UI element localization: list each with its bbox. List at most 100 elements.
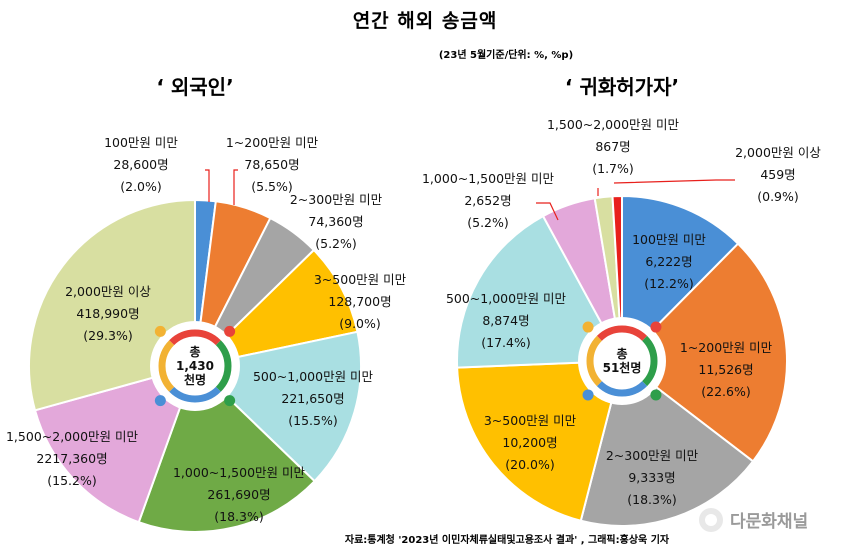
data-label: 2,000만원 이상 418,990명 (29.3%) — [65, 284, 151, 343]
data-label-line: 261,690명 — [207, 487, 270, 502]
center-ring-dot — [582, 389, 594, 401]
data-label-line: 28,600명 — [113, 157, 168, 172]
data-label-line: (18.3%) — [214, 509, 263, 524]
logo-core — [705, 514, 717, 526]
center-ring-dot — [650, 321, 662, 333]
logo-icon — [699, 508, 723, 532]
pie-slice — [621, 194, 740, 364]
leader-line — [536, 202, 559, 221]
center-ring-arc — [158, 340, 175, 392]
data-label-line: 459명 — [760, 167, 795, 182]
data-label-line: 1~200만원 미만 — [226, 135, 319, 150]
data-label-line: 2~300만원 미만 — [290, 192, 383, 207]
pie-slice — [456, 214, 624, 369]
data-label-line: 2,652명 — [464, 193, 511, 208]
data-label-line: 1,000~1,500만원 미만 — [173, 465, 306, 480]
data-label-line: 2,000만원 이상 — [735, 145, 821, 160]
chart-title: 연간 해외 송금액 — [353, 10, 498, 32]
center-ring-dot — [224, 395, 236, 407]
data-label-line: 500~1,000만원 미만 — [253, 369, 374, 384]
data-label-line: 1,500~2,000만원 미만 — [547, 117, 680, 132]
data-label-line: 6,222명 — [645, 254, 692, 269]
data-label-line: 3~500만원 미만 — [314, 272, 407, 287]
leader-line — [613, 179, 735, 184]
data-label-line: (1.7%) — [592, 161, 634, 176]
data-label: 500~1,000만원 미만 221,650명 (15.5%) — [253, 369, 374, 428]
data-label: 100만원 미만 28,600명 (2.0%) — [104, 135, 178, 194]
data-label-line: 1~200만원 미만 — [680, 340, 773, 355]
data-label: 2,000만원 이상 459명 (0.9%) — [735, 145, 821, 204]
data-label-line: (29.3%) — [83, 328, 132, 343]
data-label-line: 100만원 미만 — [632, 232, 706, 247]
data-label: 500~1,000만원 미만 8,874명 (17.4%) — [446, 291, 567, 350]
data-label-line: 221,650명 — [281, 391, 344, 406]
data-label-line: (2.0%) — [120, 179, 162, 194]
data-label-line: 128,700명 — [328, 294, 391, 309]
data-label: 1,500~2,000만원 미만 2217,360명 (15.2%) — [6, 429, 139, 488]
data-label-line: 500~1,000만원 미만 — [446, 291, 567, 306]
center-ring-arc — [169, 386, 221, 403]
data-label: 100만원 미만 6,222명 (12.2%) — [632, 232, 706, 291]
channel-logo: 다문화채널 — [699, 508, 808, 532]
center-ring-dot — [154, 325, 166, 337]
chart-subtitle: (23년 5월기준/단위: %, %p) — [439, 48, 573, 61]
data-label-line: (20.0%) — [505, 457, 554, 472]
center-ring-arc — [169, 329, 221, 346]
data-label-line: 10,200명 — [502, 435, 557, 450]
data-label-line: (9.0%) — [339, 316, 381, 331]
data-label: 3~500만원 미만 128,700명 (9.0%) — [314, 272, 407, 331]
data-label-line: 418,990명 — [76, 306, 139, 321]
data-label: 1,500~2,000만원 미만 867명 (1.7%) — [547, 117, 680, 176]
leader-line — [205, 169, 210, 202]
source-caption: 자료:통계청 '2023년 이민자체류실태및고용조사 결과' , 그래픽:홍상욱… — [345, 533, 670, 546]
data-label-line: 3~500만원 미만 — [484, 413, 577, 428]
data-label: 1~200만원 미만 78,650명 (5.5%) — [226, 135, 319, 194]
data-label: 1,000~1,500만원 미만 261,690명 (18.3%) — [173, 465, 306, 524]
data-label-line: 100만원 미만 — [104, 135, 178, 150]
data-label: 3~500만원 미만 10,200명 (20.0%) — [484, 413, 577, 472]
pie-foreigners: ‘ 외국인’ 100만원 미만 28,600명 (2.0%) 1~200만원 미만 78… — [6, 75, 407, 533]
center-label-line: 총 — [189, 344, 200, 359]
data-label-line: 11,526명 — [698, 362, 753, 377]
data-label-line: (5.5%) — [251, 179, 293, 194]
data-label-line: 867명 — [595, 139, 630, 154]
center-ring-arc — [215, 340, 232, 392]
logo-text: 다문화채널 — [730, 512, 808, 532]
data-label-line: 2217,360명 — [36, 451, 107, 466]
data-label-line: 8,874명 — [482, 313, 529, 328]
data-label-line: 2~300만원 미만 — [606, 448, 699, 463]
data-label-line: (15.2%) — [47, 473, 96, 488]
center-ring-arc — [642, 335, 658, 387]
data-label: 2~300만원 미만 9,333명 (18.3%) — [606, 448, 699, 507]
pie-title-naturalized: ‘ 귀화허가자’ — [565, 75, 679, 99]
center-badge-bg — [578, 317, 666, 405]
data-label-line: 1,000~1,500만원 미만 — [422, 171, 555, 186]
center-ring-dot — [582, 321, 594, 333]
center-label-line: 천명 — [184, 372, 206, 387]
center-ring-dot — [154, 395, 166, 407]
pie-title-foreigners: ‘ 외국인’ — [156, 75, 233, 99]
data-label-line: (0.9%) — [757, 189, 799, 204]
center-label-line: 1,430 — [176, 359, 214, 373]
center-ring-dot — [224, 325, 236, 337]
leader-line — [233, 169, 238, 205]
pie-slice — [620, 242, 788, 463]
center-ring-arc — [586, 335, 602, 387]
data-label-line: (12.2%) — [644, 276, 693, 291]
data-label-line: (22.6%) — [701, 384, 750, 399]
data-label: 1~200만원 미만 11,526명 (22.6%) — [680, 340, 773, 399]
data-label-line: (5.2%) — [467, 215, 509, 230]
center-ring-arc — [596, 325, 648, 341]
data-label-line: 78,650명 — [244, 157, 299, 172]
data-label-line: 2,000만원 이상 — [65, 284, 151, 299]
pie-slice — [456, 359, 624, 522]
data-label-line: (17.4%) — [481, 335, 530, 350]
data-label-line: (5.2%) — [315, 236, 357, 251]
data-label-line: 9,333명 — [628, 470, 675, 485]
center-label-line: 총 — [616, 346, 627, 361]
data-label-line: (15.5%) — [288, 413, 337, 428]
data-label-line: (18.3%) — [627, 492, 676, 507]
center-ring-arc — [596, 381, 648, 397]
